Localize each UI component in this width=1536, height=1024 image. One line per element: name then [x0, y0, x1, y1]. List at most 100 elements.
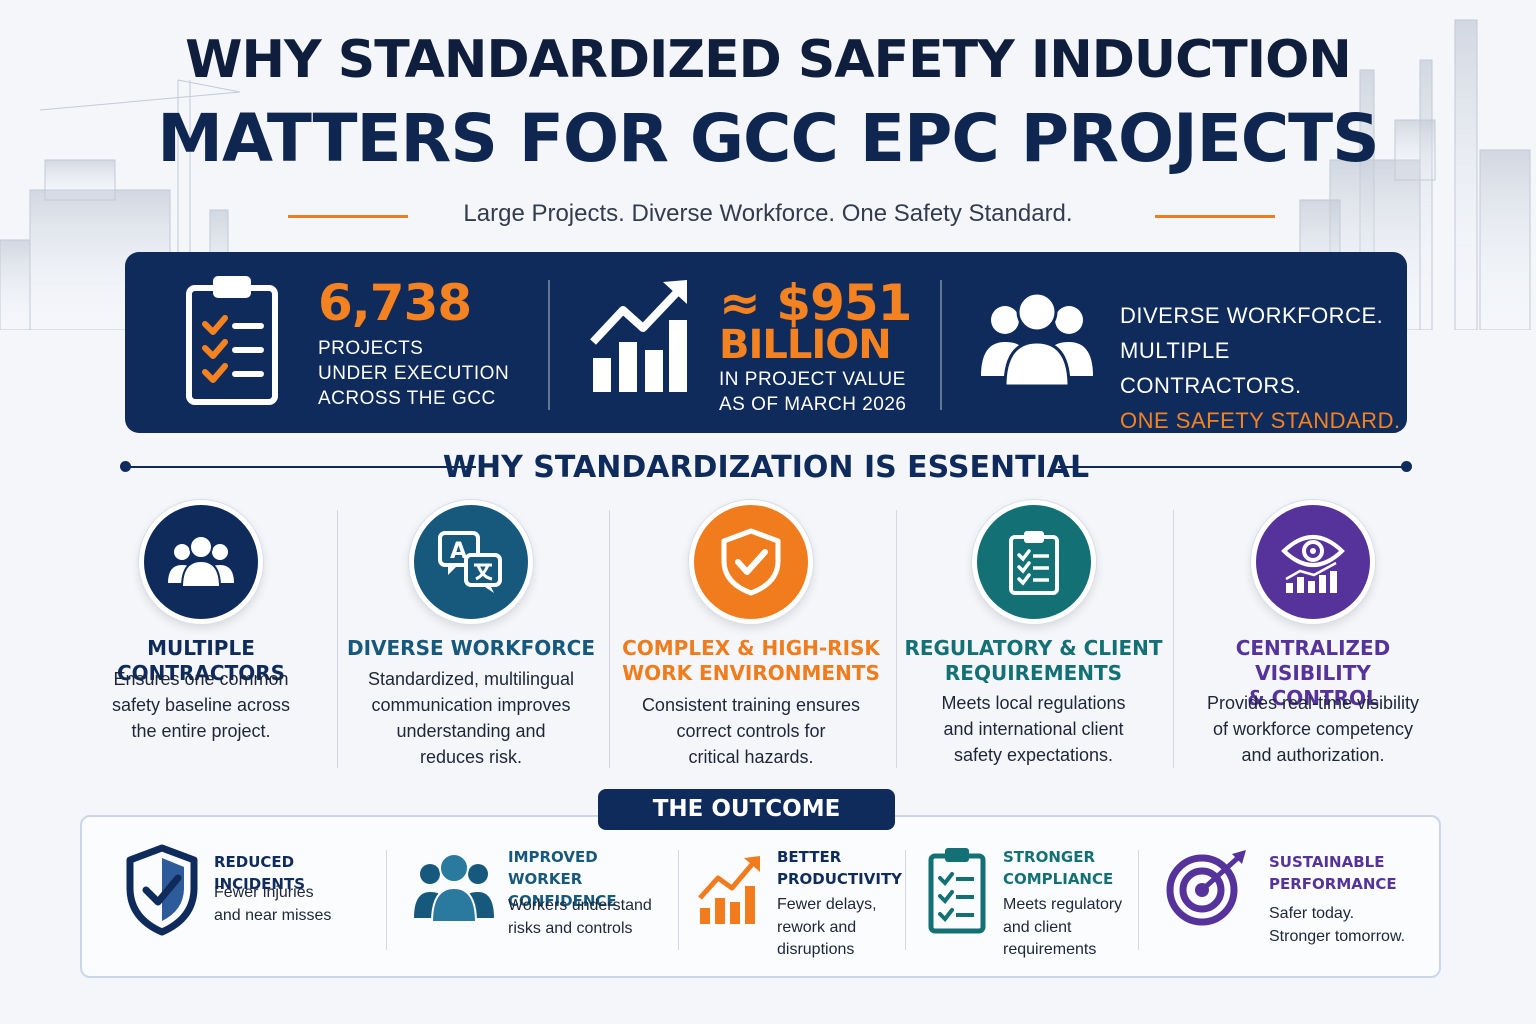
outcome-desc-line: and client: [1003, 918, 1072, 936]
outcome-desc: Safer today. Stronger tomorrow.: [1269, 903, 1405, 948]
pillar-desc-line: and international client: [943, 719, 1124, 739]
clipboard-checklist-icon: [186, 276, 278, 405]
pillar-title-line: & CONTROL: [1247, 686, 1379, 710]
page-title-line-2: MATTERS FOR GCC EPC PROJECTS: [157, 100, 1379, 177]
outcome-desc: Fewer delays, rework and disruptions: [777, 894, 877, 962]
pillar-desc-line: Standardized, multilingual: [367, 669, 575, 689]
outcome-stronger-compliance: STRONGER COMPLIANCE Meets regulatory and…: [928, 836, 1138, 966]
pillar-centralized-visibility: CENTRALIZED VISIBILITY & CONTROL Provide…: [1178, 500, 1448, 770]
pillar-title-line: MULTIPLE CONTRACTORS: [116, 636, 286, 685]
outcome-title-line: PRODUCTIVITY: [777, 870, 903, 888]
pillar-title-line: COMPLEX & HIGH-RISK: [622, 636, 880, 660]
pillar-desc-line: critical hazards.: [688, 747, 814, 767]
people-group-icon: [414, 853, 494, 922]
stat-value-label-line: AS OF MARCH 2026: [719, 394, 907, 415]
page-title-line-1: WHY STANDARDIZED SAFETY INDUCTION: [185, 30, 1352, 90]
outcome-desc-line: risks and controls: [508, 919, 633, 937]
outcome-title-line: PERFORMANCE: [1269, 875, 1397, 893]
pillar-desc-line: and authorization.: [1241, 745, 1385, 765]
outcome-desc: Fewer injuries and near misses: [214, 882, 331, 927]
outcome-desc-line: Fewer delays,: [777, 896, 877, 913]
stat-projects-label: PROJECTS UNDER EXECUTION ACROSS THE GCC: [318, 336, 509, 411]
outcome-desc: Workers understand risks and controls: [508, 895, 652, 940]
pillar-desc-line: communication improves: [371, 695, 571, 715]
stat-projects-label-line: UNDER EXECUTION: [318, 363, 510, 384]
outcome-desc-line: disruptions: [777, 941, 855, 958]
pillar-desc-line: Consistent training ensures: [641, 695, 861, 715]
pillar-desc: Consistent training ensures correct cont…: [614, 692, 888, 770]
stat-divider: [548, 280, 550, 410]
subtitle: Large Projects. Diverse Workforce. One S…: [463, 200, 1073, 227]
outcome-desc-line: and near misses: [214, 906, 332, 924]
subtitle-rule-left: [288, 215, 408, 218]
stat-projects-value: 6,738: [318, 274, 472, 332]
outcome-separator: [386, 850, 387, 950]
stats-panel: 6,738 PROJECTS UNDER EXECUTION ACROSS TH…: [125, 252, 1407, 433]
outcome-desc-line: Fewer injuries: [214, 884, 314, 901]
stat-value-label-line: IN PROJECT VALUE: [719, 369, 906, 390]
stat-workforce: DIVERSE WORKFORCE. MULTIPLE CONTRACTORS.…: [981, 252, 1401, 433]
pillar-title-line: REQUIREMENTS: [944, 661, 1123, 685]
people-group-icon: [168, 535, 234, 588]
stat-workforce-line: DIVERSE WORKFORCE.: [1120, 303, 1384, 328]
pillar-regulatory-client: REGULATORY & CLIENT REQUIREMENTS Meets l…: [901, 500, 1166, 770]
outcome-title-line: REDUCED INCIDENTS: [214, 853, 306, 893]
outcome-title-line: CONFIDENCE: [508, 892, 617, 910]
stat-workforce-line: MULTIPLE CONTRACTORS.: [1120, 338, 1302, 398]
pillar-title-line: WORK ENVIRONMENTS: [622, 661, 880, 685]
pillar-title: DIVERSE WORKFORCE: [342, 636, 600, 661]
outcome-separator: [678, 850, 679, 950]
pillar-title: REGULATORY & CLIENT REQUIREMENTS: [901, 636, 1166, 686]
stat-workforce-highlight: ONE SAFETY STANDARD.: [1120, 408, 1401, 433]
people-group-icon: [981, 291, 1093, 388]
svg-text:A: A: [450, 539, 467, 564]
pillar-desc-line: Ensures one common: [113, 669, 289, 689]
outcome-reduced-incidents: REDUCED INCIDENTS Fewer injuries and nea…: [126, 836, 376, 966]
outcome-desc-line: Safer today.: [1269, 905, 1355, 922]
pillar-separator: [337, 510, 338, 768]
outcome-desc-line: rework and: [777, 918, 857, 936]
pillar-desc-line: safety expectations.: [953, 745, 1114, 765]
outcome-separator: [1138, 850, 1139, 950]
outcome-title-line: COMPLIANCE: [1003, 870, 1114, 888]
pillar-icon-circle: [971, 500, 1096, 624]
outcome-desc-line: Stronger tomorrow.: [1269, 927, 1406, 945]
pillar-icon-circle: [139, 500, 263, 624]
pillar-complex-high-risk: COMPLEX & HIGH-RISK WORK ENVIRONMENTS Co…: [614, 500, 888, 770]
outcome-title-text: SUSTAINABLE PERFORMANCE: [1269, 851, 1397, 895]
outcome-desc-line: requirements: [1003, 941, 1097, 958]
pillar-desc-line: safety baseline across: [111, 695, 291, 715]
outcome-sustainable-performance: SUSTAINABLE PERFORMANCE Safer today. Str…: [1166, 836, 1416, 966]
pillar-desc-line: Meets local regulations: [941, 693, 1126, 713]
outcome-title-text: STRONGER COMPLIANCE: [1003, 846, 1113, 890]
pillar-title-line: CENTRALIZED VISIBILITY: [1235, 636, 1391, 685]
outcome-title-text: REDUCED INCIDENTS: [214, 851, 376, 895]
outcome-title-line: IMPROVED WORKER: [508, 848, 598, 888]
outcome-improved-worker-confidence: IMPROVED WORKER CONFIDENCE Workers under…: [414, 836, 670, 966]
outcome-desc-line: Meets regulatory: [1003, 896, 1123, 913]
growth-chart-icon: [590, 280, 687, 392]
pillar-title: COMPLEX & HIGH-RISK WORK ENVIRONMENTS: [614, 636, 888, 686]
eye-chart-icon: [1281, 535, 1345, 593]
pillar-desc: Provides real-time visibility of workfor…: [1178, 690, 1448, 768]
pillar-title-line: DIVERSE WORKFORCE: [347, 636, 595, 660]
growth-chart-icon: [698, 856, 760, 924]
target-icon: [1166, 850, 1246, 926]
pillar-desc-line: of workforce competency: [1212, 719, 1414, 739]
section-line-left: [126, 466, 476, 468]
section-title: WHY STANDARDIZATION IS ESSENTIAL: [442, 450, 1090, 485]
pillar-title: MULTIPLE CONTRACTORS: [70, 636, 332, 686]
section-dot-right: [1401, 461, 1412, 472]
section-dot-left: [120, 461, 131, 472]
pillar-desc-line: understanding and: [396, 721, 546, 741]
shield-check-icon: [126, 844, 198, 936]
pillar-icon-circle: [1251, 500, 1375, 624]
clipboard-checklist-icon: [1008, 531, 1059, 595]
outcome-title-text: IMPROVED WORKER CONFIDENCE: [508, 846, 670, 912]
pillar-title: CENTRALIZED VISIBILITY & CONTROL: [1178, 636, 1448, 711]
translation-icon: A: [438, 531, 502, 593]
pillar-separator: [1173, 510, 1174, 768]
pillar-desc: Ensures one common safety baseline acros…: [70, 666, 332, 744]
pillar-multiple-contractors: MULTIPLE CONTRACTORS Ensures one common …: [70, 500, 332, 770]
shield-check-icon: [721, 528, 781, 596]
